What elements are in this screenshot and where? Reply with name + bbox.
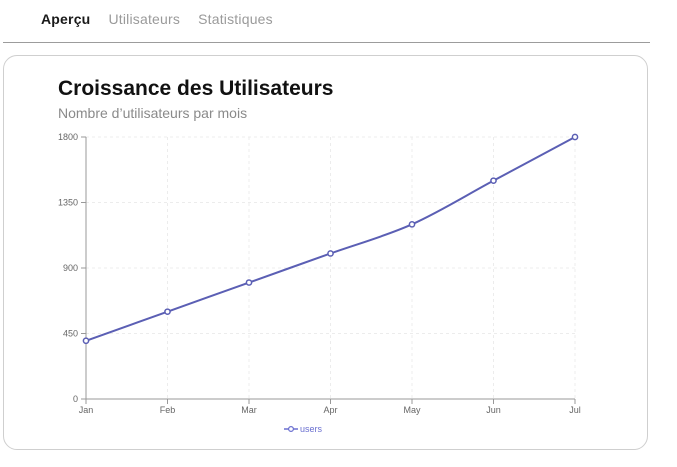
legend-label: users <box>300 424 323 434</box>
data-point-jul <box>571 133 579 141</box>
x-tick-label-2: Mar <box>241 405 257 415</box>
y-tick-label-3: 1350 <box>58 198 78 208</box>
data-point-apr <box>327 250 334 257</box>
y-tick-label-4: 1800 <box>58 132 78 142</box>
y-tick-label-1: 450 <box>63 329 78 339</box>
x-tick-label-4: May <box>403 405 421 415</box>
data-point-jun <box>490 177 497 185</box>
tab-utilisateurs[interactable]: Utilisateurs <box>108 11 181 27</box>
chart-title: Croissance des Utilisateurs <box>58 77 334 100</box>
x-tick-label-0: Jan <box>79 405 94 415</box>
x-tick-label-1: Feb <box>160 405 176 415</box>
y-tick-label-2: 900 <box>63 263 78 273</box>
tab-bar: Aperçu Utilisateurs Statistiques <box>41 0 273 38</box>
tabs-divider <box>3 42 650 43</box>
x-tick-label-5: Jun <box>486 405 501 415</box>
y-tick-label-0: 0 <box>73 394 78 404</box>
x-tick-label-6: Jul <box>569 405 581 415</box>
chart-subtitle: Nombre d’utilisateurs par mois <box>58 105 248 121</box>
x-tick-label-3: Apr <box>323 405 337 415</box>
data-point-may <box>408 220 416 228</box>
data-point-mar <box>245 279 253 286</box>
tab-apercu[interactable]: Aperçu <box>41 11 91 27</box>
legend-marker-icon <box>288 426 295 433</box>
chart-card <box>3 55 648 450</box>
tab-statistiques[interactable]: Statistiques <box>198 11 273 27</box>
data-point-jan <box>82 337 90 345</box>
data-point-feb <box>164 308 171 316</box>
